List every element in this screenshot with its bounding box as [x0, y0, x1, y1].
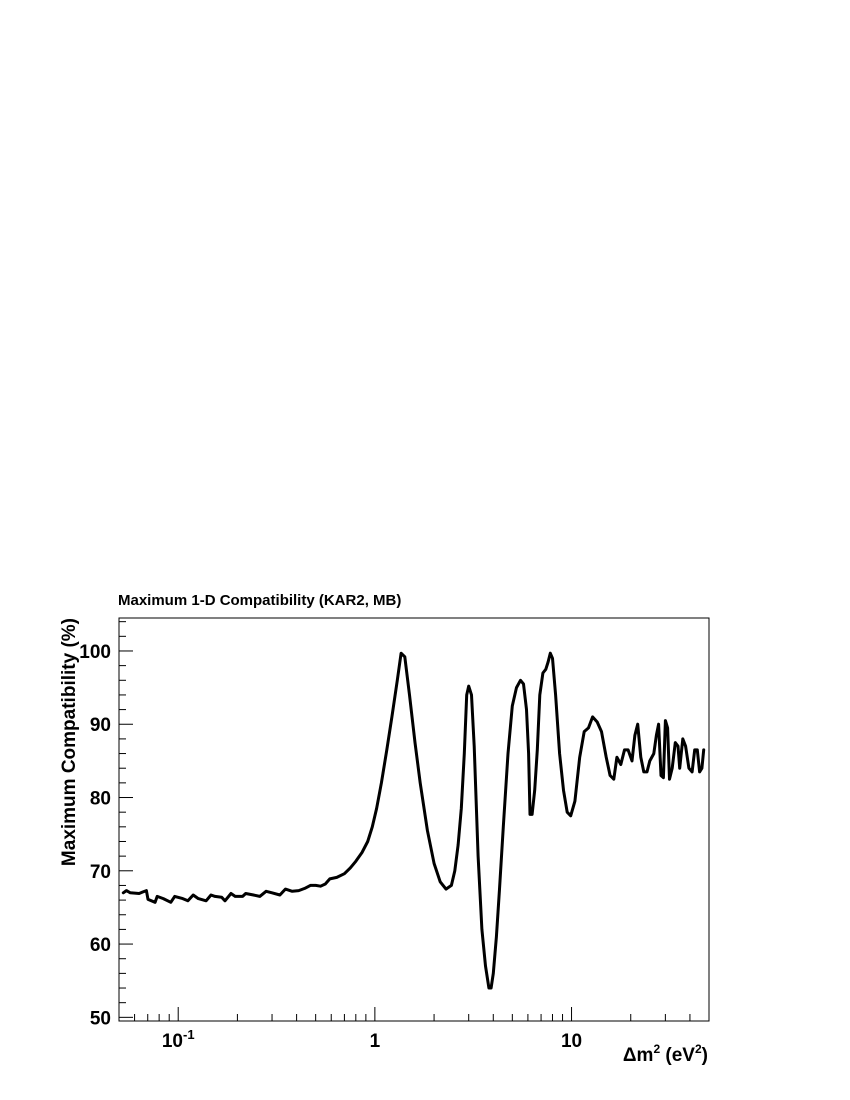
y-tick-label: 70 — [90, 862, 111, 883]
plot-frame — [118, 617, 710, 1022]
x-axis-label-suffix: ) — [702, 1045, 708, 1066]
chart-title: Maximum 1-D Compatibility (KAR2, MB) — [118, 592, 401, 609]
x-axis-label-mid: (eV — [660, 1045, 695, 1066]
y-tick-label: 100 — [79, 642, 111, 663]
x-axis-tick-labels: 10-1 1 10 — [162, 1027, 582, 1052]
y-axis-tick-labels: 50 60 70 80 90 100 — [79, 642, 111, 1029]
x-axis-label-sup1: 2 — [653, 1042, 660, 1056]
x-axis-ticks — [118, 1007, 710, 1021]
y-tick-label: 50 — [90, 1008, 111, 1029]
y-tick-label: 60 — [90, 935, 111, 956]
y-axis-label: Maximum Compatibility (%) — [59, 618, 80, 866]
x-tick-label: 1 — [370, 1031, 381, 1052]
y-axis-ticks — [119, 621, 133, 1018]
y-tick-label: 80 — [90, 789, 111, 810]
x-tick-label: 10 — [561, 1031, 582, 1052]
series-line — [121, 651, 706, 990]
x-axis-label: Δm2 (eV2) — [623, 1042, 708, 1066]
y-tick-label: 90 — [90, 715, 111, 736]
x-axis-label-sup2: 2 — [695, 1042, 702, 1056]
x-tick-label: 10-1 — [162, 1027, 195, 1052]
x-axis-label-prefix: Δm — [623, 1045, 654, 1066]
